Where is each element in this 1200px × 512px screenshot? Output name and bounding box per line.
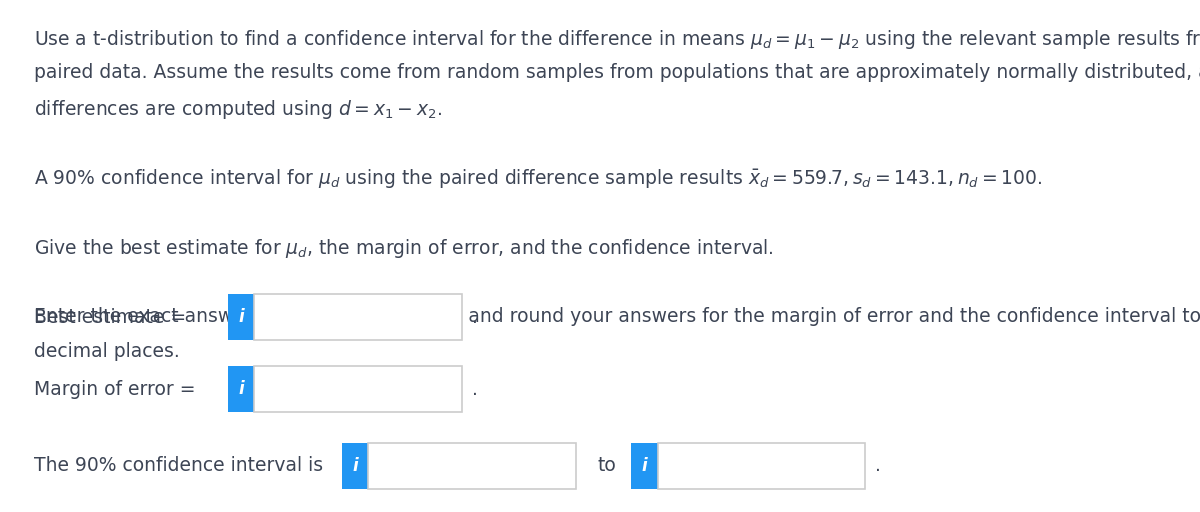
Text: decimal places.: decimal places. [34,342,179,360]
FancyBboxPatch shape [228,294,254,340]
Text: .: . [875,456,881,476]
Text: Give the best estimate for $\mu_d$, the margin of error, and the confidence inte: Give the best estimate for $\mu_d$, the … [34,237,773,260]
FancyBboxPatch shape [342,443,368,489]
Text: i: i [239,308,244,327]
Text: i: i [239,380,244,398]
Text: Margin of error =: Margin of error = [34,379,202,399]
FancyBboxPatch shape [658,443,865,489]
Text: differences are computed using $d = x_1 - x_2$.: differences are computed using $d = x_1 … [34,98,442,121]
FancyBboxPatch shape [631,443,658,489]
Text: Use a t-distribution to find a confidence interval for the difference in means $: Use a t-distribution to find a confidenc… [34,28,1200,51]
Text: paired data. Assume the results come from random samples from populations that a: paired data. Assume the results come fro… [34,63,1200,82]
Text: i: i [353,457,358,475]
FancyBboxPatch shape [228,366,254,412]
Text: .: . [472,379,478,399]
Text: Enter the exact answer for the best estimate, and round your answers for the mar: Enter the exact answer for the best esti… [34,307,1200,326]
FancyBboxPatch shape [368,443,576,489]
Text: i: i [642,457,647,475]
Text: A 90% confidence interval for $\mu_d$ using the paired difference sample results: A 90% confidence interval for $\mu_d$ us… [34,167,1042,190]
Text: Best estimate =: Best estimate = [34,308,192,327]
Text: to: to [598,456,617,476]
Text: The 90% confidence interval is: The 90% confidence interval is [34,456,323,476]
FancyBboxPatch shape [254,294,462,340]
Text: .: . [472,308,478,327]
FancyBboxPatch shape [254,366,462,412]
